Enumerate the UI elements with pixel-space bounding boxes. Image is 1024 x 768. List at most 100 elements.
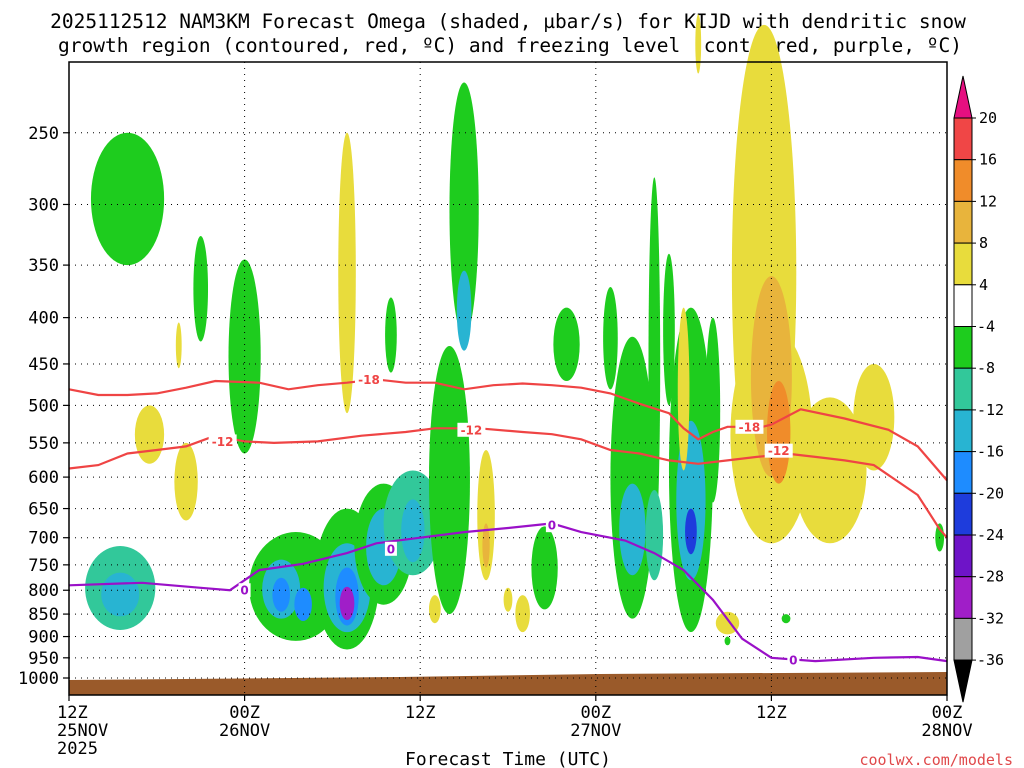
omega-cell-12 — [339, 586, 355, 621]
x-axis-label: Forecast Time (UTC) — [405, 749, 611, 768]
colorbar-top-arrow — [953, 75, 973, 119]
omega-cell-7 — [272, 577, 290, 612]
omega-cell-38 — [174, 442, 198, 521]
x-tick-label-1-2: 26NOV — [219, 721, 270, 741]
dgz-minus12-label-2: -12 — [768, 444, 790, 458]
colorbar-label-0: 20 — [979, 109, 997, 127]
x-tick-label-3-1: 00Z — [580, 703, 611, 723]
freezing-level-label-0: 0 — [240, 584, 248, 598]
y-tick-label-500: 500 — [28, 396, 59, 416]
dgz-minus18-label-bg-1 — [735, 419, 764, 434]
omega-cell-43 — [515, 595, 530, 633]
omega-cell-3 — [193, 235, 209, 342]
terrain-polygon — [69, 672, 947, 695]
dgz-minus12-label-bg-2 — [764, 443, 793, 458]
x-tick-label-2-1: 12Z — [405, 703, 436, 723]
omega-cell-17 — [428, 346, 470, 615]
colorbar-label-5: -4 — [977, 318, 995, 336]
colorbar-label-11: -28 — [977, 568, 1004, 586]
colorbar-swatch-3 — [953, 200, 973, 244]
omega-cell-53 — [482, 523, 490, 568]
omega-cell-20 — [385, 297, 397, 373]
omega-cell-41 — [477, 449, 495, 581]
omega-cell-8 — [294, 587, 312, 621]
x-tick-label-1-1: 00Z — [229, 703, 260, 723]
plot-frame — [68, 61, 948, 696]
colorbar-label-8: -16 — [977, 443, 1004, 461]
omega-cell-25 — [619, 483, 646, 576]
omega-cell-22 — [553, 307, 580, 382]
x-tick-label-5-1: 00Z — [932, 703, 963, 723]
credit-text: coolwx.com/models — [859, 751, 1013, 768]
y-tick-label-350: 350 — [28, 256, 59, 276]
freezing-level-label-bg-3 — [787, 652, 800, 667]
dgz-minus12-label-0: -12 — [212, 435, 234, 449]
colorbar-swatch-11 — [953, 534, 973, 578]
omega-cell-16 — [401, 499, 425, 563]
dgz-minus18-line — [68, 378, 948, 482]
colorbar-label-6: -8 — [977, 359, 995, 377]
dgz-minus12-label-bg-0 — [208, 434, 237, 449]
freezing-level-label-bg-0 — [238, 583, 251, 598]
omega-cell-34 — [781, 614, 791, 624]
y-tick-label-550: 550 — [28, 434, 59, 454]
y-tick-label-700: 700 — [28, 529, 59, 549]
y-tick-label-800: 800 — [28, 581, 59, 601]
colorbar-label-7: -12 — [977, 401, 1004, 419]
omega-cell-18 — [449, 82, 479, 337]
colorbar: 20 16 12 8 4 -4 -8 -12 -16 -20 -24 -28 -32 -36 — [953, 75, 1004, 703]
y-tick-label-950: 950 — [28, 649, 59, 669]
omega-cell-49 — [793, 397, 867, 544]
y-tick-label-300: 300 — [28, 195, 59, 215]
omega-cell-2 — [90, 132, 165, 266]
omega-cell-35 — [724, 636, 731, 646]
omega-cell-19 — [456, 270, 472, 351]
omega-cell-30 — [685, 508, 697, 555]
colorbar-label-4: 4 — [979, 276, 988, 294]
omega-cell-40 — [428, 595, 441, 624]
y-tick-label-400: 400 — [28, 309, 59, 329]
omega-cell-42 — [503, 587, 513, 612]
freezing-level-label-3: 0 — [789, 653, 797, 667]
colorbar-label-13: -36 — [977, 651, 1004, 669]
omega-cell-31 — [663, 253, 675, 406]
omega-cell-36 — [338, 132, 356, 414]
colorbar-swatch-5 — [953, 284, 973, 327]
terrain-fill — [69, 672, 947, 695]
grid-lines — [68, 62, 948, 695]
colorbar-swatch-8 — [953, 409, 973, 453]
omega-cell-50 — [853, 363, 895, 471]
temperature-contours: -12 -12 -12 -18 -18 0 0 0 0 — [68, 372, 948, 667]
dgz-minus18-label-1: -18 — [739, 420, 761, 434]
colorbar-swatch-6 — [953, 326, 973, 369]
dgz-minus12-label-1: -12 — [461, 423, 483, 437]
y-tick-label-900: 900 — [28, 628, 59, 648]
colorbar-swatch-13 — [953, 617, 973, 661]
colorbar-label-2: 12 — [979, 192, 997, 210]
omega-cell-27 — [645, 489, 664, 581]
chart-title-line1: 2025112512 NAM3KM Forecast Omega (shaded… — [50, 10, 966, 33]
x-tick-label-5-2: 28NOV — [921, 721, 972, 741]
colorbar-swatch-12 — [953, 576, 973, 619]
freezing-level-label-bg-1 — [384, 541, 397, 556]
omega-cell-1 — [101, 572, 140, 617]
colorbar-swatch-9 — [953, 451, 973, 494]
x-tick-label-3-2: 27NOV — [570, 721, 621, 741]
colorbar-label-10: -24 — [977, 526, 1004, 544]
freezing-level-label-2: 0 — [548, 519, 556, 533]
colorbar-label-1: 16 — [979, 151, 997, 169]
omega-cell-52 — [767, 381, 791, 484]
colorbar-swatch-10 — [953, 492, 973, 536]
colorbar-swatch-2 — [953, 159, 973, 202]
omega-cell-39 — [175, 322, 182, 369]
colorbar-bottom-arrow — [953, 659, 973, 703]
y-tick-label-1000: 1000 — [18, 669, 59, 689]
freezing-level-label-bg-2 — [545, 518, 558, 533]
chart-title-line2: growth region (contoured, red, ºC) and f… — [58, 34, 962, 57]
dgz-minus18-label-0: -18 — [358, 373, 380, 387]
pressure-axis: 250 300 350 400 450 500 550 600 650 700 750 800 850 9… — [18, 124, 69, 689]
omega-cell-21 — [531, 526, 558, 610]
y-tick-label-650: 650 — [28, 500, 59, 520]
